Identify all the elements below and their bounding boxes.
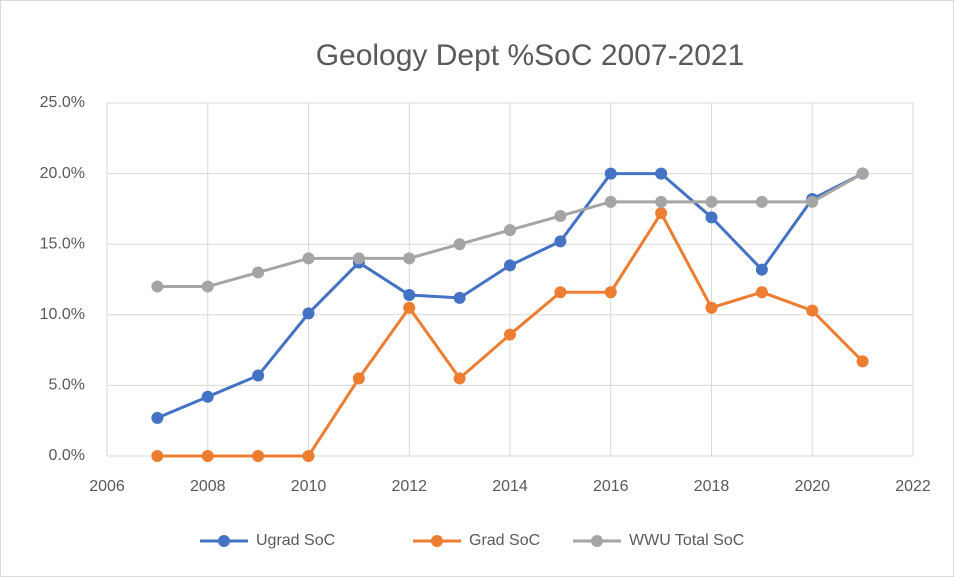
y-tick-label: 20.0% xyxy=(40,165,85,182)
data-point xyxy=(554,209,567,222)
legend-label: WWU Total SoC xyxy=(629,532,744,549)
data-point xyxy=(302,307,315,320)
data-point xyxy=(252,369,265,382)
data-point xyxy=(504,224,516,237)
data-point xyxy=(151,450,164,462)
chart-title: Geology Dept %SoC 2007-2021 xyxy=(316,39,745,72)
x-tick-label: 2018 xyxy=(694,478,730,495)
data-point xyxy=(604,286,617,299)
data-point xyxy=(806,304,819,317)
x-tick-label: 2008 xyxy=(190,478,226,495)
data-point xyxy=(655,195,668,208)
data-point xyxy=(655,207,668,220)
data-point xyxy=(201,280,214,293)
y-tick-label: 25.0% xyxy=(40,94,85,111)
data-point xyxy=(856,167,869,180)
x-tick-label: 2014 xyxy=(492,478,528,495)
data-point xyxy=(352,252,365,265)
data-point xyxy=(201,450,214,462)
legend-marker xyxy=(591,535,603,547)
data-point xyxy=(453,238,466,251)
data-point xyxy=(755,286,768,299)
data-point xyxy=(302,450,315,462)
data-point xyxy=(453,291,466,304)
x-tick-label: 2022 xyxy=(895,478,931,495)
data-point xyxy=(705,301,718,314)
data-point xyxy=(806,195,819,208)
data-point xyxy=(604,167,617,180)
data-point xyxy=(403,252,416,265)
data-point xyxy=(755,263,768,276)
data-point xyxy=(403,301,416,314)
data-point xyxy=(554,286,567,299)
x-tick-label: 2006 xyxy=(89,478,125,495)
y-tick-label: 15.0% xyxy=(40,235,85,252)
data-point xyxy=(302,252,315,265)
data-point xyxy=(453,372,466,385)
y-tick-label: 10.0% xyxy=(40,306,85,323)
data-point xyxy=(403,289,416,302)
data-point xyxy=(352,372,365,385)
data-point xyxy=(705,211,718,224)
data-point xyxy=(252,266,265,279)
data-point xyxy=(856,355,869,368)
data-point xyxy=(252,450,265,462)
data-point xyxy=(151,280,164,293)
data-point xyxy=(504,259,516,272)
data-point xyxy=(705,195,718,208)
data-point xyxy=(604,195,617,208)
legend-label: Ugrad SoC xyxy=(256,532,335,549)
x-tick-label: 2020 xyxy=(794,478,830,495)
x-tick-label: 2012 xyxy=(391,478,427,495)
data-point xyxy=(504,328,516,341)
legend-marker xyxy=(218,535,230,547)
data-point xyxy=(151,411,164,424)
y-tick-label: 5.0% xyxy=(49,377,85,394)
data-point xyxy=(755,195,768,208)
y-tick-label: 0.0% xyxy=(49,447,85,464)
legend-label: Grad SoC xyxy=(469,532,540,549)
x-tick-label: 2010 xyxy=(291,478,327,495)
x-tick-label: 2016 xyxy=(593,478,629,495)
data-point xyxy=(554,235,567,248)
legend-marker xyxy=(431,535,443,547)
data-point xyxy=(655,167,668,180)
data-point xyxy=(201,390,214,403)
